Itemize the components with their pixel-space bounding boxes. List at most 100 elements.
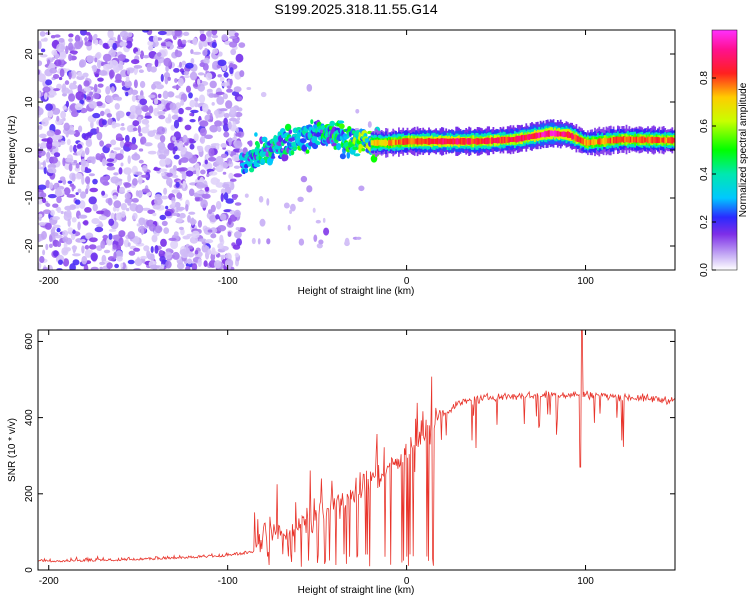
spectrogram-noise-blob xyxy=(96,131,103,141)
spectrogram-noise-blob xyxy=(121,80,125,87)
spectrogram-noise-blob xyxy=(173,231,179,237)
spectrogram-noise-blob xyxy=(85,188,89,195)
spectrogram-noise-blob xyxy=(234,202,242,206)
spectrogram-noise-blob xyxy=(92,178,98,185)
spectrogram-noise-blob xyxy=(230,178,237,182)
spectrogram-noise-blob xyxy=(232,244,241,250)
spectrogram-noise-blob xyxy=(76,143,83,149)
spectrogram-band-cell xyxy=(602,138,605,145)
spectrogram-noise-blob xyxy=(229,106,237,115)
spectrogram-noise-blob xyxy=(86,55,94,63)
spectrogram-noise-blob xyxy=(77,221,81,231)
spectrogram-faint-blob xyxy=(266,198,270,206)
colorbar-tick-label: 0.0 xyxy=(699,263,710,277)
spectrogram-noise-blob xyxy=(174,146,178,152)
spectrogram-noise-blob xyxy=(209,124,219,133)
spectrogram-noise-blob xyxy=(160,195,169,200)
spectrogram-noise-blob xyxy=(85,139,93,148)
spectrogram-noise-blob xyxy=(41,138,51,142)
spectrogram-noise-blob xyxy=(214,120,222,127)
spectrogram-noise-blob xyxy=(147,209,156,214)
spectrogram-noise-blob xyxy=(38,69,41,75)
spectrogram-noise-blob xyxy=(106,162,114,167)
spectrogram-noise-blob xyxy=(68,93,76,102)
spectrogram-band-cell xyxy=(549,130,552,136)
spectrogram-noise-blob xyxy=(198,40,204,50)
spectrogram-noise-blob xyxy=(90,128,98,135)
spectrogram-noise-blob xyxy=(177,206,185,211)
spectrogram-noise-blob xyxy=(61,87,70,94)
spectrogram-band-cell xyxy=(569,133,572,138)
spectrogram-noise-blob xyxy=(167,142,176,151)
spectrogram-noise-blob xyxy=(100,240,106,249)
spectrogram-noise-blob xyxy=(217,225,227,232)
spectrogram-noise-blob xyxy=(67,227,74,233)
spectrogram-band-cell xyxy=(466,138,469,145)
spectrogram-band-cell xyxy=(524,135,526,141)
spectrogram-noise-blob xyxy=(94,73,99,78)
spectrogram-band-cell xyxy=(393,139,396,146)
spectrogram-band-cell xyxy=(400,139,403,145)
spectrogram-noise-blob xyxy=(164,30,173,36)
spectrogram-signal-blob xyxy=(284,123,292,132)
spectrogram-noise-blob xyxy=(97,77,104,82)
spectrogram-signal-blob xyxy=(361,148,366,152)
spectrogram-noise-blob xyxy=(68,53,73,62)
spectrogram-band-cell xyxy=(641,136,644,144)
spectrogram-noise-blob xyxy=(38,125,43,130)
spectrogram-noise-blob xyxy=(197,258,202,267)
spectrogram-noise-blob xyxy=(109,59,119,69)
spectrogram-noise-blob xyxy=(107,197,113,206)
spectrogram-noise-blob xyxy=(42,249,46,256)
spectrogram-faint-blob xyxy=(306,84,313,92)
spectrogram-noise-blob xyxy=(140,226,144,236)
spectrogram-band-cell xyxy=(525,134,528,141)
spectrogram-band-cell xyxy=(564,131,566,138)
spectrogram-noise-blob xyxy=(208,157,217,162)
spectrogram-noise-blob xyxy=(188,245,194,250)
spectrogram-band-cell xyxy=(449,138,452,145)
spectrogram-noise-blob xyxy=(163,227,170,235)
spectrogram-band-cell xyxy=(409,138,412,145)
spectrogram-noise-blob xyxy=(222,93,228,100)
spectrogram-band-cell xyxy=(508,136,510,143)
spectrogram-noise-blob xyxy=(206,30,212,37)
spectrogram-noise-blob xyxy=(120,211,126,218)
spectrogram-noise-blob xyxy=(113,251,117,260)
spectrogram-band-cell xyxy=(608,138,611,144)
spectrogram-faint-blob xyxy=(300,175,308,183)
spectrogram-noise-blob xyxy=(81,176,85,185)
spectrogram-band-cell xyxy=(617,136,619,144)
spectrogram-noise-blob xyxy=(107,118,113,126)
spectrogram-noise-blob xyxy=(208,147,215,157)
spectrogram-blob xyxy=(323,227,330,236)
spectrogram-band-cell xyxy=(506,136,509,143)
spectrogram-band-cell xyxy=(528,133,531,140)
spectrogram-noise-blob xyxy=(199,127,207,137)
spectrogram-band-cell xyxy=(639,136,642,143)
spectrogram-noise-blob xyxy=(234,32,239,37)
spectrogram-noise-blob xyxy=(43,166,47,175)
spectrogram-noise-blob xyxy=(138,217,146,226)
spectrogram-faint-blob xyxy=(344,237,350,246)
spectrogram-signal-blob xyxy=(351,130,356,135)
spectrogram-band-cell xyxy=(621,137,624,142)
spectrogram-noise-blob xyxy=(184,142,189,146)
spectrogram-noise-blob xyxy=(217,59,227,67)
spectrogram-noise-blob xyxy=(233,86,242,93)
spectrogram-band-cell xyxy=(428,137,430,145)
spectrogram-noise-blob xyxy=(200,199,208,209)
spectrogram-noise-blob xyxy=(47,167,57,174)
spectrogram-band-cell xyxy=(655,137,658,143)
spectrogram-noise-blob xyxy=(182,134,188,143)
spectrogram-noise-blob xyxy=(167,113,172,123)
spectrogram-noise-blob xyxy=(203,260,208,267)
spectrogram-faint-blob xyxy=(266,238,271,245)
spectrogram-noise-blob xyxy=(95,101,103,107)
spectrogram-noise-blob xyxy=(39,256,45,263)
spectrogram-signal-blob xyxy=(249,167,255,173)
spectrogram-noise-blob xyxy=(174,50,183,58)
spectrogram-band-cell xyxy=(435,138,437,144)
spectrogram-noise-blob xyxy=(88,101,98,109)
spectrogram-noise-blob xyxy=(234,231,242,239)
